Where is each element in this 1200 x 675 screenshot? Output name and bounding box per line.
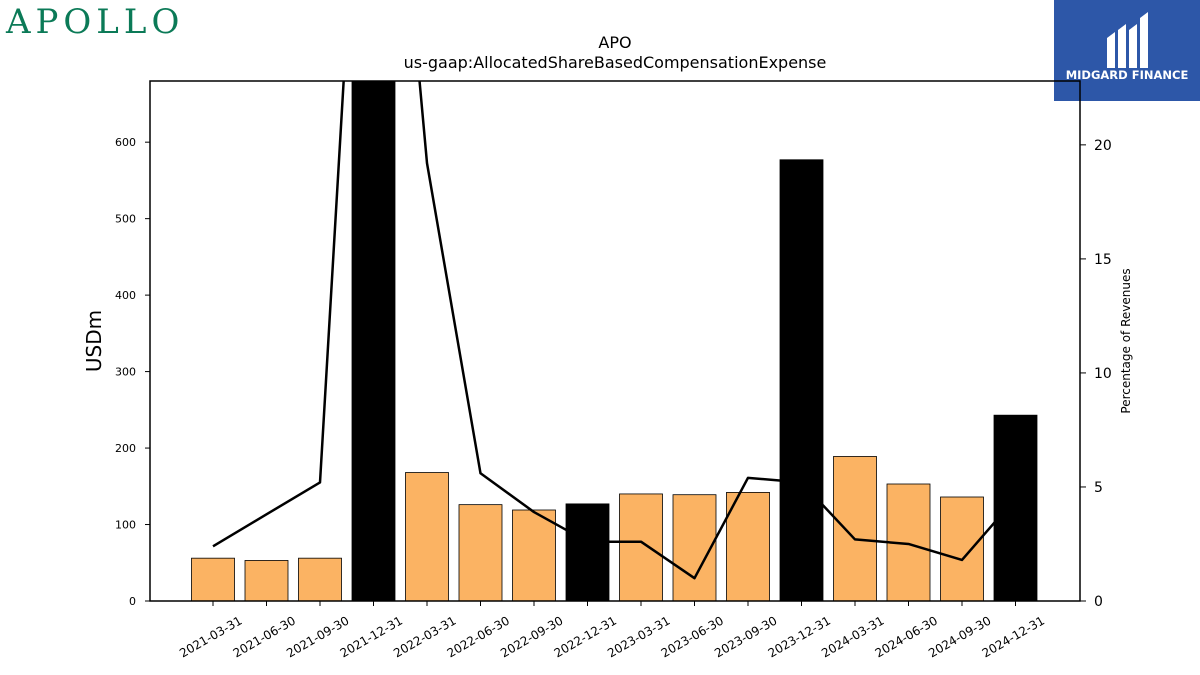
y-axis-right: 0 5 10 15 20 [1080,138,1112,610]
bar [191,557,235,602]
bar [244,560,289,602]
y-tick-label: 600 [115,136,136,149]
plot-frame [149,80,1081,602]
bar [779,159,824,602]
y2-tick-label: 20 [1094,138,1112,154]
x-axis: 2021-03-312021-06-302021-09-302021-12-31… [177,601,1047,660]
y-axis-left: 0 100 200 300 400 500 600 [115,136,150,608]
y-axis-label: USDm [82,310,106,372]
logo-mark [1107,12,1148,68]
bar [726,492,770,602]
y2-axis-label: Percentage of Revenues [1119,268,1133,413]
bar [351,80,396,602]
bar [512,509,556,602]
bar [672,494,717,602]
y2-tick-label: 15 [1094,252,1112,268]
y-tick-label: 300 [115,366,136,379]
apollo-logo: APOLLO [6,2,185,42]
bar [993,414,1038,602]
bar [565,503,610,602]
bar [940,496,984,602]
chart-title: APO [598,33,631,52]
y-tick-label: 400 [115,289,136,302]
bars-group [191,80,1038,602]
bar [833,456,877,602]
bar [298,557,342,602]
y-tick-label: 200 [115,442,136,455]
y2-tick-label: 0 [1094,594,1103,610]
percentage-line [212,81,1017,580]
logo-background [1054,0,1200,101]
chart-subtitle: us-gaap:AllocatedShareBasedCompensationE… [404,53,827,72]
bar [619,493,663,602]
line-group [212,81,1017,580]
y-tick-label: 0 [129,595,136,608]
y2-tick-label: 10 [1094,366,1112,382]
midgard-logo-text: MIDGARD FINANCE [1065,68,1189,82]
bar [458,504,503,602]
y-tick-label: 500 [115,213,136,226]
midgard-finance-logo: MIDGARD FINANCE [1054,0,1200,101]
y2-tick-label: 5 [1094,480,1103,496]
midgard-logo-badge [1054,0,1200,101]
bar [405,472,449,602]
y-tick-label: 100 [115,519,136,532]
